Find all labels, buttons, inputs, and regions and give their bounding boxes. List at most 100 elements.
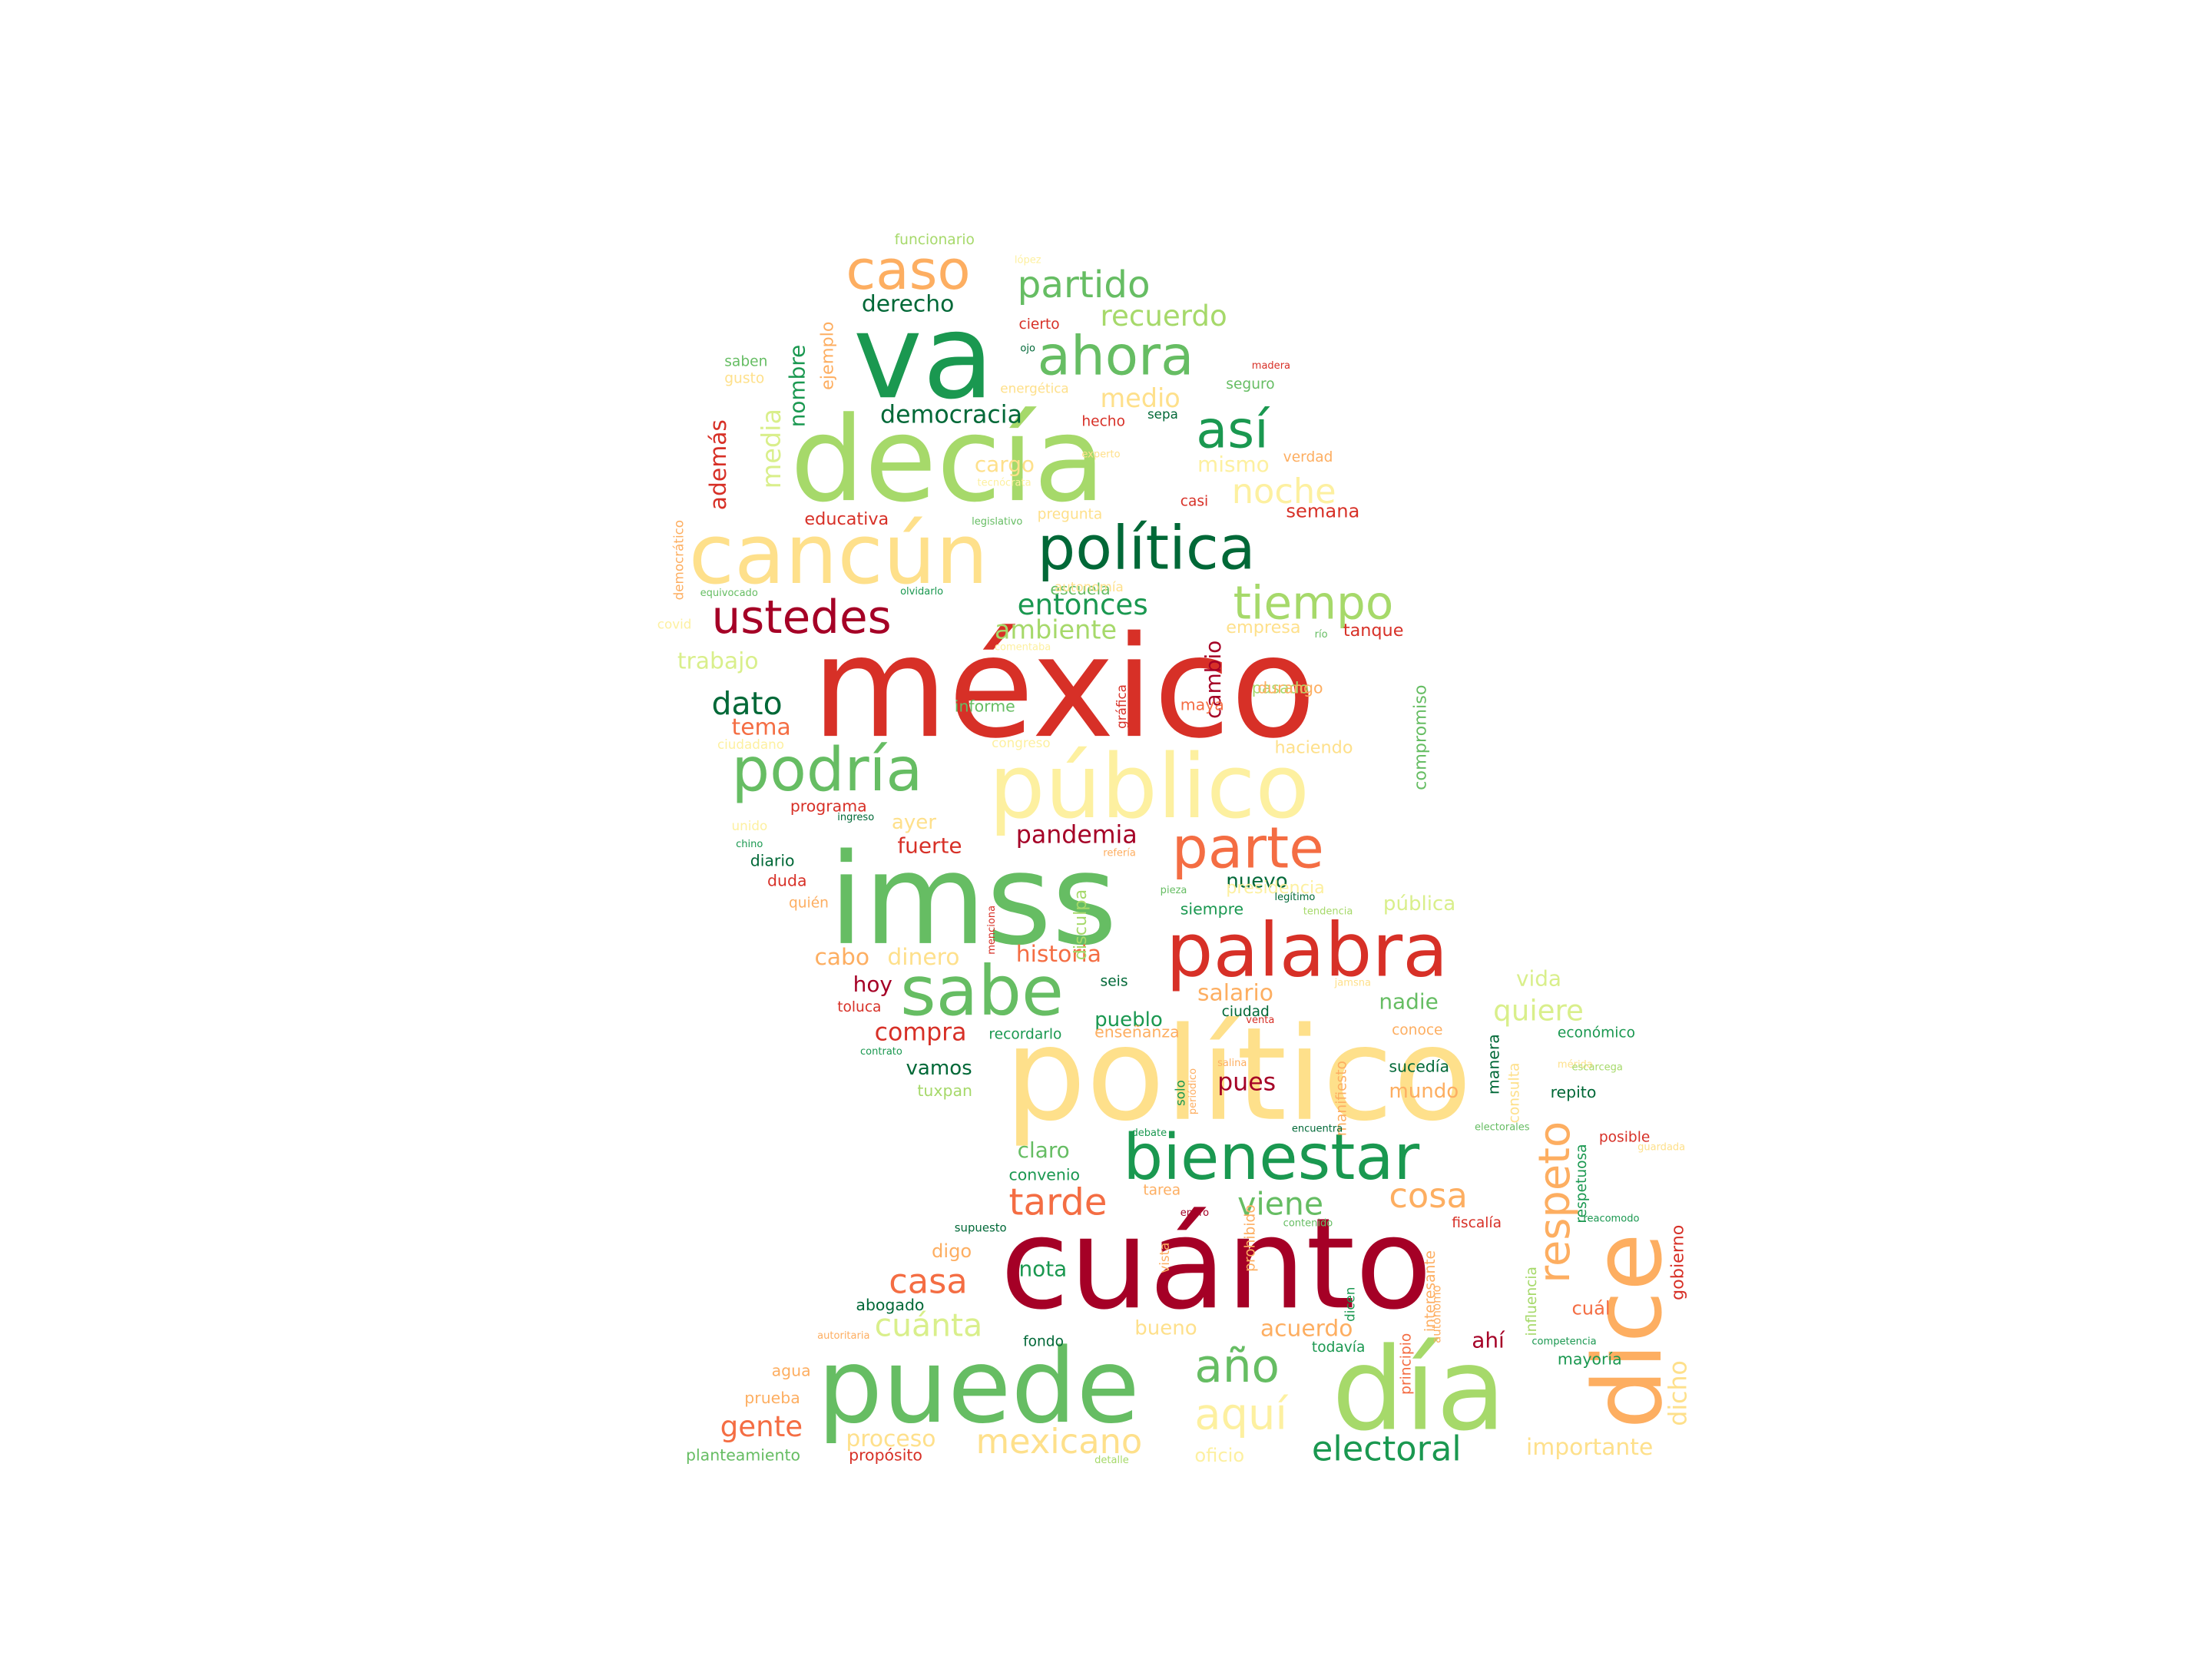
cloud-word: influencia — [1524, 1267, 1540, 1336]
cloud-word: respetuosa — [1574, 1144, 1590, 1223]
cloud-word: hecho — [1081, 413, 1125, 429]
cloud-word: pandemia — [1016, 822, 1137, 849]
cloud-word: ejemplo — [818, 322, 838, 390]
cloud-word: supuesto — [955, 1221, 1007, 1235]
cloud-word: seis — [1101, 974, 1128, 990]
cloud-word: gráfica — [1114, 684, 1129, 729]
cloud-word: fondo — [1023, 1334, 1064, 1350]
cloud-word: cuál — [1572, 1298, 1611, 1320]
cloud-word: media — [757, 409, 786, 488]
cloud-word: escuela — [1050, 580, 1110, 598]
cloud-word: manifiesto — [1334, 1061, 1350, 1136]
cloud-word: guardada — [1637, 1142, 1685, 1154]
cloud-word: mayoría — [1558, 1350, 1622, 1369]
cloud-word: empresa — [1226, 618, 1300, 637]
cloud-word: quién — [789, 895, 829, 911]
cloud-word: digo — [932, 1240, 972, 1262]
cloud-word: casa — [889, 1262, 968, 1302]
cloud-word: derecho — [862, 291, 954, 318]
cloud-word: dinero — [887, 944, 959, 971]
cloud-word: sabe — [900, 952, 1064, 1031]
cloud-word: tarde — [1008, 1181, 1107, 1224]
cloud-word: menciona — [986, 906, 998, 955]
cloud-word: agua — [772, 1362, 811, 1380]
cloud-word: casi — [1181, 494, 1208, 510]
cloud-word: oficio — [1194, 1445, 1244, 1466]
cloud-word: entonces — [1018, 588, 1148, 621]
cloud-word: unido — [732, 818, 768, 833]
cloud-word: compra — [875, 1018, 967, 1046]
cloud-word: legítimo — [1275, 892, 1316, 903]
cloud-word: dicen — [1343, 1287, 1358, 1322]
cloud-word: bienestar — [1123, 1121, 1419, 1194]
cloud-word: hoy — [853, 972, 892, 997]
cloud-word: decía — [790, 391, 1105, 528]
cloud-word: mundo — [1389, 1080, 1459, 1103]
cloud-word: solo — [1172, 1080, 1187, 1106]
cloud-word: dato — [712, 685, 783, 722]
cloud-word: tiempo — [1233, 578, 1394, 631]
cloud-word: público — [988, 736, 1310, 839]
cloud-word: prohibido — [1242, 1204, 1258, 1272]
cloud-word: enero — [1181, 1207, 1209, 1219]
cloud-word: reacomodo — [1583, 1214, 1639, 1225]
cloud-word: durango — [1257, 678, 1323, 697]
cloud-word: claro — [1018, 1137, 1070, 1163]
cloud-word: prueba — [744, 1389, 800, 1407]
cloud-word: mexicano — [976, 1422, 1143, 1462]
cloud-word: consulta — [1507, 1063, 1523, 1124]
cloud-word: ciudad — [1222, 1004, 1270, 1020]
cloud-word: cambio — [1200, 641, 1226, 719]
cloud-word: mérida — [1558, 1059, 1593, 1071]
cloud-word: nuevo — [1226, 869, 1287, 892]
cloud-word: pública — [1383, 892, 1455, 916]
cloud-word: ustedes — [712, 591, 892, 644]
cloud-word: seguro — [1226, 376, 1274, 392]
cloud-word: jamsna — [1334, 978, 1371, 989]
cloud-word: puede — [817, 1326, 1140, 1446]
cloud-word: nadie — [1379, 988, 1438, 1014]
cloud-word: olvidarlo — [900, 586, 943, 598]
cloud-word: partido — [1018, 263, 1151, 306]
cloud-word: experto — [1081, 449, 1120, 460]
cloud-word: año — [1194, 1340, 1280, 1393]
cloud-word: planteamiento — [686, 1445, 800, 1464]
cloud-word: pasado — [1252, 678, 1309, 697]
cloud-word: detalle — [1094, 1455, 1129, 1466]
cloud-word: dicho — [1664, 1360, 1692, 1426]
cloud-word: abogado — [856, 1296, 924, 1314]
cloud-word: cuánto — [1000, 1190, 1432, 1337]
cloud-word: principio — [1398, 1333, 1414, 1395]
cloud-word: convenio — [1008, 1166, 1080, 1184]
cloud-word: recordarlo — [988, 1027, 1061, 1043]
cloud-word: vamos — [906, 1057, 972, 1080]
cloud-word: ciudadano — [717, 737, 784, 752]
cloud-word: quiere — [1493, 993, 1584, 1027]
cloud-word: informe — [955, 697, 1015, 716]
cloud-word: tecnócrata — [978, 478, 1031, 489]
cloud-word: haciendo — [1275, 737, 1353, 757]
cloud-word: vida — [1516, 966, 1561, 992]
cloud-word: covid — [657, 617, 692, 632]
cloud-word: pieza — [1161, 885, 1187, 896]
cloud-word: río — [1315, 629, 1328, 641]
cloud-word: saben — [724, 353, 767, 369]
cloud-word: trabajo — [677, 648, 759, 675]
cloud-word: electorales — [1475, 1122, 1530, 1134]
cloud-word: tendencia — [1303, 906, 1353, 918]
cloud-word: ingreso — [837, 812, 874, 823]
cloud-word: medio — [1101, 383, 1181, 413]
cloud-word: fiscalía — [1452, 1215, 1502, 1231]
cloud-word: pregunta — [1038, 506, 1103, 522]
cloud-word: disculpa — [1071, 889, 1091, 960]
cloud-word: cuánta — [875, 1307, 983, 1344]
cloud-word: conoce — [1392, 1022, 1442, 1038]
cloud-word: contenido — [1283, 1217, 1333, 1229]
cloud-word: tanque — [1343, 621, 1404, 641]
cloud-word: política — [1038, 513, 1256, 583]
cloud-word: ahí — [1472, 1327, 1505, 1353]
cloud-word: cancún — [689, 507, 988, 603]
cloud-word: manera — [1485, 1034, 1503, 1094]
cloud-word: político — [1005, 1001, 1472, 1150]
